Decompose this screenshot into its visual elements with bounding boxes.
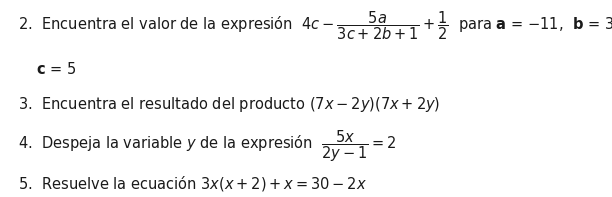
Text: 5.  Resuelve la ecuación $3x(x+2)+x=30-2x$: 5. Resuelve la ecuación $3x(x+2)+x=30-2x… [18, 174, 367, 193]
Text: $\mathbf{c}$ = 5: $\mathbf{c}$ = 5 [18, 61, 77, 77]
Text: 3.  Encuentra el resultado del producto $(7x-2y)(7x+2y)$: 3. Encuentra el resultado del producto $… [18, 95, 441, 114]
Text: 2.  Encuentra el valor de la expresión  $4c-\dfrac{5a}{3c+2b+1}+\dfrac{1}{2}$  p: 2. Encuentra el valor de la expresión $4… [18, 9, 612, 42]
Text: 4.  Despeja la variable $y$ de la expresión  $\dfrac{5x}{2y-1}=2$: 4. Despeja la variable $y$ de la expresi… [18, 128, 397, 164]
